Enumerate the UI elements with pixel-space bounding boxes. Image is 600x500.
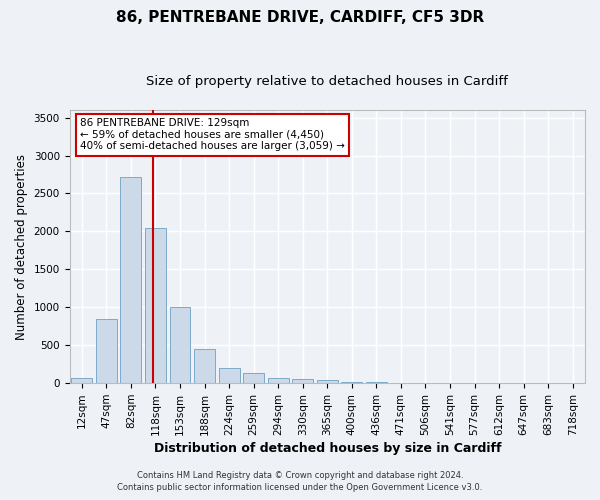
Bar	[366, 382, 387, 383]
Bar	[96, 318, 117, 383]
Bar	[145, 228, 166, 383]
Bar	[121, 177, 142, 383]
Text: Contains HM Land Registry data © Crown copyright and database right 2024.
Contai: Contains HM Land Registry data © Crown c…	[118, 471, 482, 492]
Bar	[391, 382, 412, 383]
Bar	[218, 368, 239, 383]
Bar	[194, 349, 215, 383]
Bar	[317, 380, 338, 383]
Bar	[170, 308, 190, 383]
X-axis label: Distribution of detached houses by size in Cardiff: Distribution of detached houses by size …	[154, 442, 501, 455]
Bar	[268, 378, 289, 383]
Text: 86, PENTREBANE DRIVE, CARDIFF, CF5 3DR: 86, PENTREBANE DRIVE, CARDIFF, CF5 3DR	[116, 10, 484, 25]
Y-axis label: Number of detached properties: Number of detached properties	[15, 154, 28, 340]
Bar	[243, 374, 264, 383]
Bar	[292, 379, 313, 383]
Bar	[341, 382, 362, 383]
Bar	[71, 378, 92, 383]
Title: Size of property relative to detached houses in Cardiff: Size of property relative to detached ho…	[146, 75, 508, 88]
Text: 86 PENTREBANE DRIVE: 129sqm
← 59% of detached houses are smaller (4,450)
40% of : 86 PENTREBANE DRIVE: 129sqm ← 59% of det…	[80, 118, 345, 152]
